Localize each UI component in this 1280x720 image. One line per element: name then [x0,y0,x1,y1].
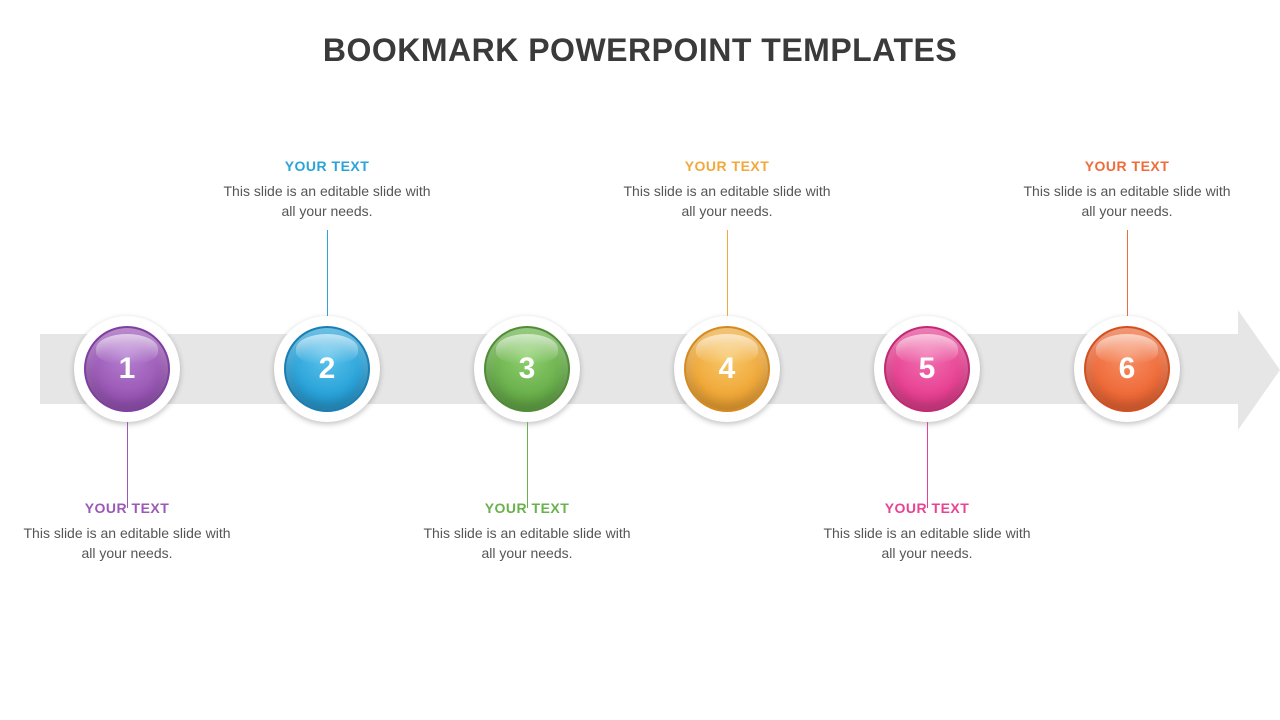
node-number: 5 [919,352,936,386]
step-body: This slide is an editable slide with all… [817,524,1037,563]
step-heading: YOUR TEXT [417,500,637,516]
step-text-1: YOUR TEXT This slide is an editable slide… [17,500,237,563]
step-heading: YOUR TEXT [617,158,837,174]
node-number: 2 [319,352,336,386]
step-heading: YOUR TEXT [17,500,237,516]
step-text-6: YOUR TEXT This slide is an editable slide… [1017,158,1237,221]
step-heading: YOUR TEXT [217,158,437,174]
node-number: 4 [719,352,736,386]
timeline-arrow-head [1238,310,1280,430]
timeline-node-3: 3 [474,316,580,422]
step-body: This slide is an editable slide with all… [417,524,637,563]
connector-line-2 [327,230,328,316]
node-number: 1 [119,352,136,386]
connector-line-6 [1127,230,1128,316]
step-text-2: YOUR TEXT This slide is an editable slide… [217,158,437,221]
timeline-node-6: 6 [1074,316,1180,422]
node-inner-5: 5 [884,326,970,412]
step-body: This slide is an editable slide with all… [217,182,437,221]
connector-line-3 [527,422,528,508]
node-number: 6 [1119,352,1136,386]
node-inner-2: 2 [284,326,370,412]
connector-line-5 [927,422,928,508]
connector-line-1 [127,422,128,508]
node-number: 3 [519,352,536,386]
timeline-node-2: 2 [274,316,380,422]
step-body: This slide is an editable slide with all… [17,524,237,563]
timeline-node-4: 4 [674,316,780,422]
node-inner-4: 4 [684,326,770,412]
node-inner-6: 6 [1084,326,1170,412]
slide-title: BOOKMARK POWERPOINT TEMPLATES [323,32,957,69]
step-text-5: YOUR TEXT This slide is an editable slide… [817,500,1037,563]
node-inner-1: 1 [84,326,170,412]
step-text-3: YOUR TEXT This slide is an editable slide… [417,500,637,563]
step-body: This slide is an editable slide with all… [617,182,837,221]
connector-line-4 [727,230,728,316]
step-heading: YOUR TEXT [817,500,1037,516]
step-heading: YOUR TEXT [1017,158,1237,174]
timeline-node-5: 5 [874,316,980,422]
step-body: This slide is an editable slide with all… [1017,182,1237,221]
step-text-4: YOUR TEXT This slide is an editable slide… [617,158,837,221]
timeline-node-1: 1 [74,316,180,422]
timeline-arrow-bar [40,334,1240,404]
node-inner-3: 3 [484,326,570,412]
